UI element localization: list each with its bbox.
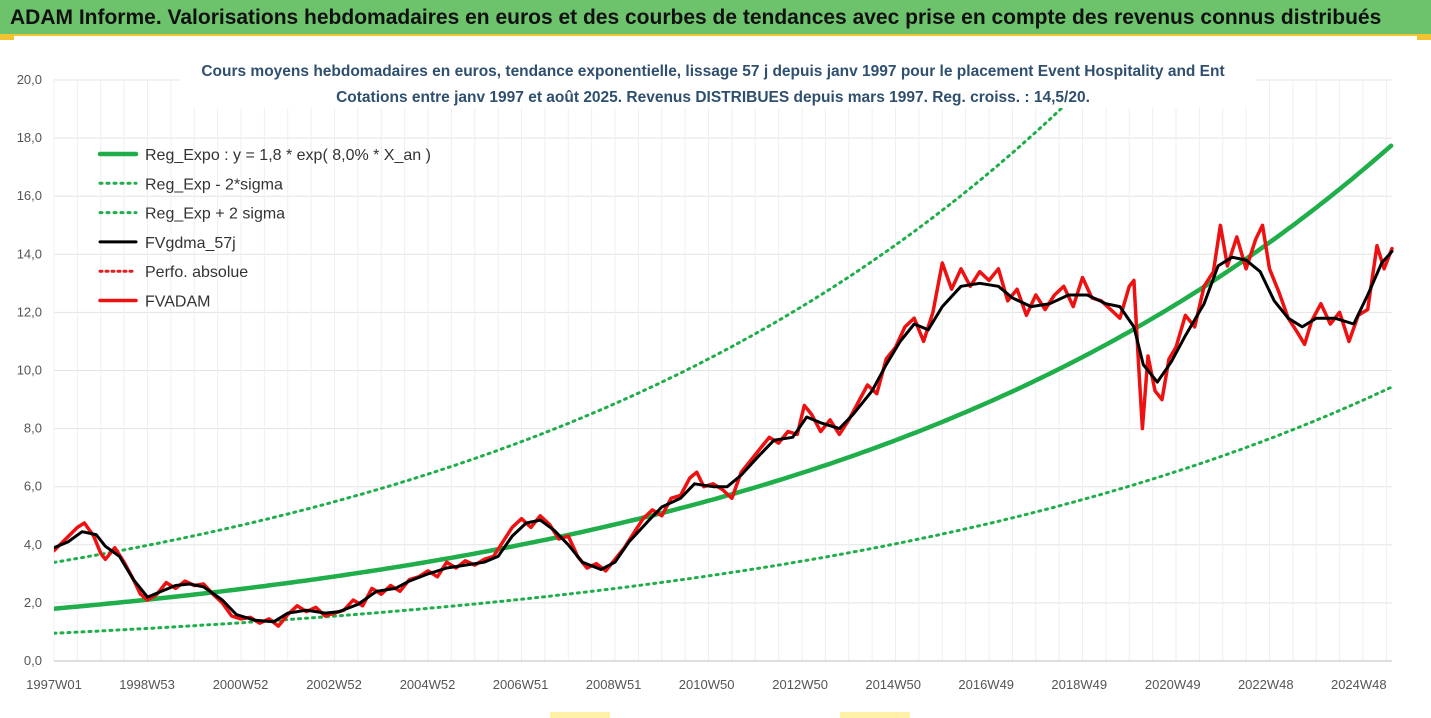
y-tick-label: 8,0 [24,421,42,436]
x-tick-label: 2018W49 [1051,677,1107,692]
x-grid-lines [53,80,1387,661]
axis-ticks: 0,0 2,0 4,0 6,0 8,0 10,0 12,0 14,0 16,0 18,0 20,0 1… [17,72,1392,692]
chart-title: Cours moyens hebdomadaires en euros, ten… [180,56,1256,108]
banner-corner-left [0,36,14,40]
series-reg-expo [54,143,1394,611]
legend-label: FVgdma_57j [145,235,236,252]
legend-label: Reg_Exp - 2*sigma [145,176,283,193]
legend-label: Perfo. absolue [145,264,248,281]
y-tick-label: 12,0 [17,304,42,319]
bottom-tab-left [550,712,610,718]
x-tick-label: 1998W53 [119,677,175,692]
series-layer [54,78,1394,635]
bottom-tab-right [840,712,910,718]
chart-canvas: 0,0 2,0 4,0 6,0 8,0 10,0 12,0 14,0 16,0 18,0 20,0 1… [17,56,1394,692]
y-tick-label: 2,0 [24,595,42,610]
x-tick-label: 2016W49 [958,677,1014,692]
series-fvgdma-57j [54,249,1394,624]
y-tick-label: 20,0 [17,72,42,87]
x-tick-label: 2006W51 [493,677,549,692]
x-tick-label: 2000W52 [213,677,269,692]
banner-title: ADAM Informe. Valorisations hebdomadaire… [0,0,1431,36]
chart-title-line-1: Cours moyens hebdomadaires en euros, ten… [201,63,1224,80]
y-tick-label: 18,0 [17,130,42,145]
series-reg-plus-2sigma [54,78,1095,564]
y-tick-label: 16,0 [17,188,42,203]
y-tick-label: 14,0 [17,246,42,261]
y-tick-label: 10,0 [17,363,42,378]
x-tick-label: 2022W48 [1238,677,1294,692]
x-tick-label: 2010W50 [679,677,735,692]
x-tick-label: 2020W49 [1145,677,1201,692]
y-tick-label: 6,0 [24,479,42,494]
x-tick-label: 2008W51 [586,677,642,692]
x-tick-label: 1997W01 [26,677,82,692]
y-tick-label: 0,0 [24,653,42,668]
banner-corner-right [1417,36,1431,40]
x-tick-label: 2014W50 [865,677,921,692]
chart-title-line-2: Cotations entre janv 1997 et août 2025. … [336,89,1090,106]
series-reg-minus-2sigma [54,385,1393,635]
x-tick-label: 2002W52 [306,677,362,692]
x-tick-label: 2004W52 [400,677,456,692]
legend-label: FVADAM [145,294,210,311]
series-fvadam [54,223,1394,628]
legend-label: Reg_Exp + 2 sigma [145,206,285,223]
legend: Reg_Expo : y = 1,8 * exp( 8,0% * X_an ) R… [97,147,431,311]
x-tick-label: 2024W48 [1331,677,1387,692]
y-tick-label: 4,0 [24,537,42,552]
x-tick-label: 2012W50 [772,677,828,692]
legend-label: Reg_Expo : y = 1,8 * exp( 8,0% * X_an ) [145,147,431,164]
title-background [180,56,1256,108]
